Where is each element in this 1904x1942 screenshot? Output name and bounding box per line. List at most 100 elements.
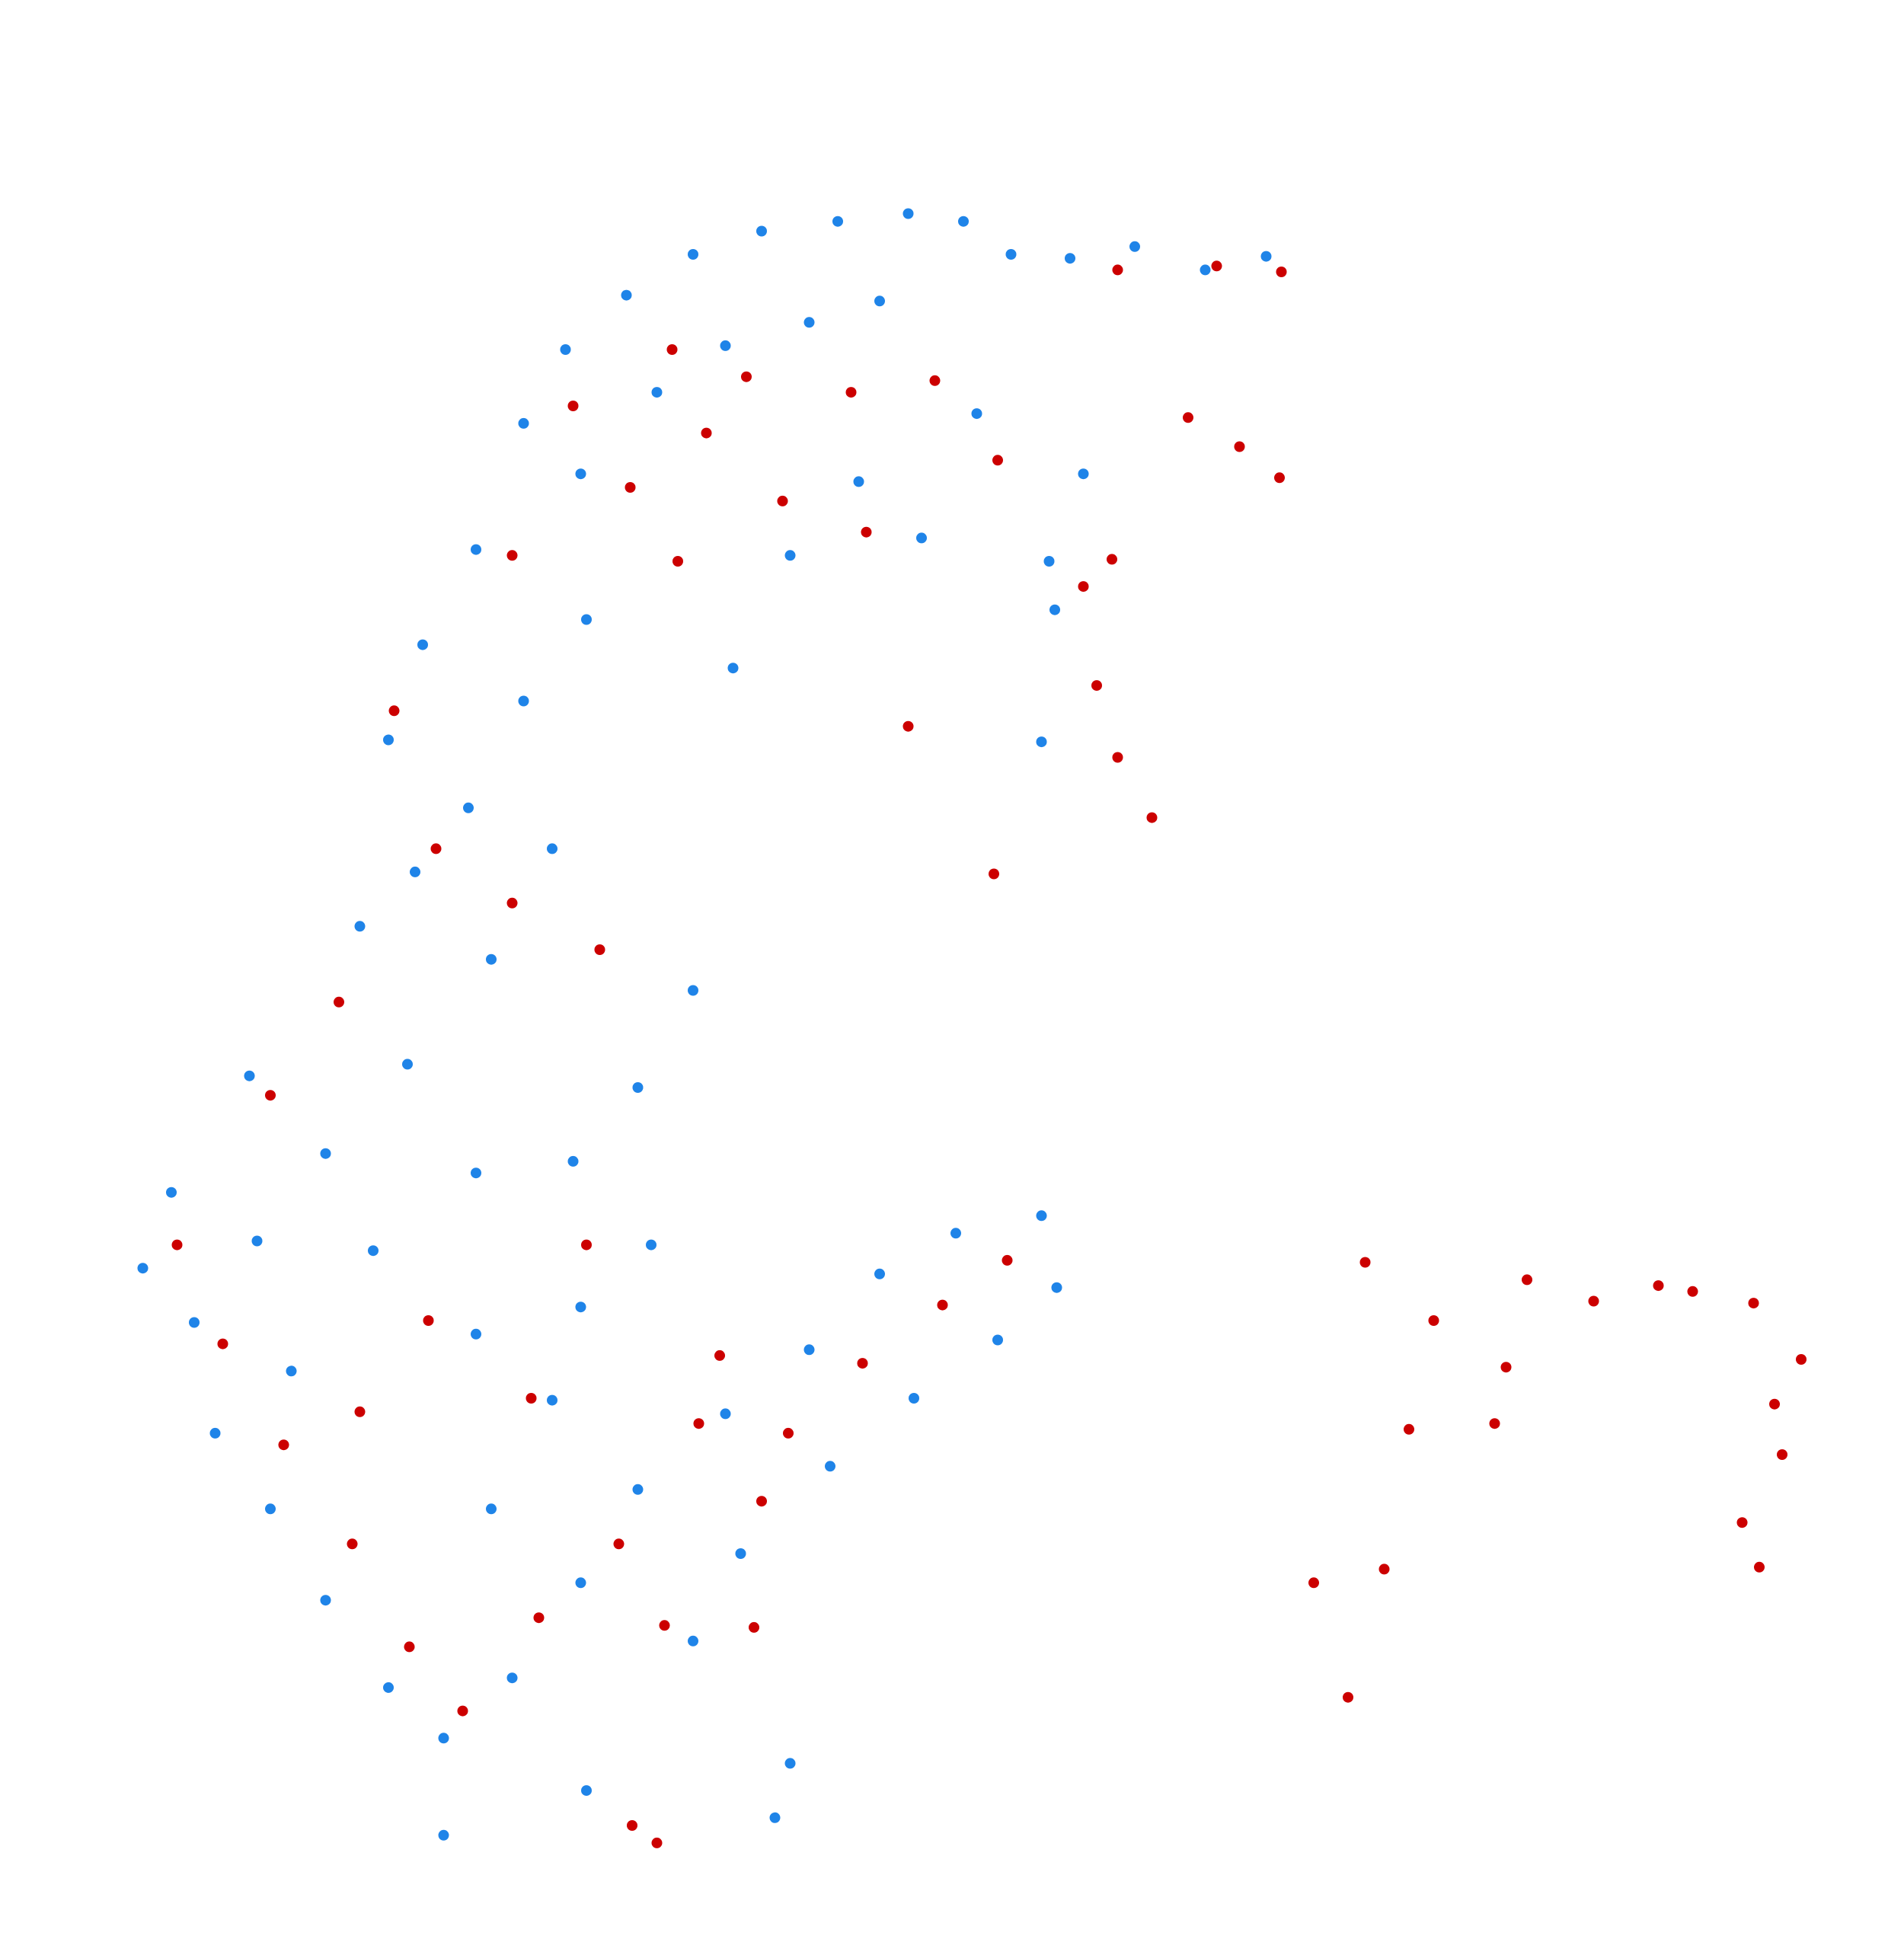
scatter-point-s0-24 bbox=[244, 1070, 255, 1081]
scatter-point-s1-28 bbox=[594, 944, 605, 955]
scatter-point-s1-67 bbox=[1736, 1517, 1748, 1528]
scatter-point-s1-56 bbox=[1500, 1362, 1512, 1373]
scatter-point-s0-64 bbox=[1129, 241, 1140, 252]
scatter-point-s1-14 bbox=[1276, 267, 1287, 277]
scatter-point-s0-27 bbox=[189, 1317, 200, 1328]
scatter-point-s0-4 bbox=[688, 249, 698, 260]
scatter-point-s0-38 bbox=[575, 1577, 586, 1589]
scatter-point-s1-0 bbox=[506, 550, 518, 561]
scatter-point-s0-65 bbox=[1200, 264, 1211, 276]
scatter-point-s0-18 bbox=[518, 695, 529, 707]
scatter-point-s0-54 bbox=[803, 1344, 815, 1356]
scatter-point-s0-75 bbox=[368, 1245, 379, 1257]
scatter-point-s1-20 bbox=[1091, 680, 1102, 692]
scatter-point-s0-73 bbox=[567, 1155, 579, 1167]
scatter-point-s0-53 bbox=[720, 1408, 731, 1420]
scatter-point-s1-8 bbox=[672, 556, 683, 567]
scatter-point-s1-61 bbox=[1343, 1691, 1353, 1703]
scatter-point-s1-63 bbox=[1748, 1298, 1759, 1309]
scatter-point-s1-71 bbox=[1754, 1561, 1765, 1573]
scatter-point-s1-47 bbox=[581, 1239, 592, 1250]
scatter-point-s0-33 bbox=[265, 1503, 276, 1515]
scatter-point-s0-44 bbox=[909, 1393, 919, 1404]
scatter-point-s0-13 bbox=[803, 317, 815, 328]
scatter-point-s1-12 bbox=[1112, 264, 1123, 276]
scatter-point-s0-11 bbox=[651, 387, 663, 398]
scatter-point-s0-57 bbox=[1036, 1210, 1047, 1222]
scatter-point-s1-19 bbox=[1078, 581, 1089, 593]
scatter-point-s1-29 bbox=[334, 996, 344, 1008]
scatter-point-s0-34 bbox=[320, 1595, 331, 1606]
scatter-point-s0-28 bbox=[251, 1235, 263, 1247]
scatter-point-s1-1 bbox=[567, 401, 579, 411]
scatter-point-s0-61 bbox=[916, 532, 927, 544]
scatter-point-s0-23 bbox=[547, 843, 557, 854]
scatter-point-s0-69 bbox=[1036, 736, 1047, 748]
scatter-point-s1-21 bbox=[1112, 752, 1123, 763]
scatter-point-s0-22 bbox=[486, 953, 497, 965]
scatter-point-s0-5 bbox=[756, 225, 767, 237]
scatter-point-s1-58 bbox=[1404, 1423, 1414, 1435]
scatter-point-s0-8 bbox=[958, 216, 969, 227]
scatter-point-s1-39 bbox=[659, 1620, 670, 1631]
scatter-point-s1-42 bbox=[857, 1358, 868, 1369]
scatter-point-s0-19 bbox=[581, 614, 592, 625]
scatter-point-s0-76 bbox=[486, 1503, 497, 1515]
scatter-point-s1-2 bbox=[666, 344, 678, 355]
scatter-point-s0-12 bbox=[720, 340, 731, 351]
scatter-point-s0-68 bbox=[1043, 556, 1055, 567]
scatter-point-s0-43 bbox=[825, 1461, 835, 1472]
scatter-point-s1-7 bbox=[929, 375, 941, 386]
scatter-point-s0-2 bbox=[560, 344, 571, 355]
scatter-point-s1-53 bbox=[651, 1837, 663, 1848]
scatter-point-s1-33 bbox=[278, 1439, 289, 1451]
scatter-point-s1-10 bbox=[861, 526, 872, 538]
scatter-point-s1-48 bbox=[526, 1393, 537, 1404]
scatter-point-s1-65 bbox=[1769, 1398, 1780, 1410]
scatter-point-s0-56 bbox=[950, 1228, 961, 1239]
scatter-point-s0-63 bbox=[1065, 253, 1075, 264]
scatter-point-s1-45 bbox=[714, 1349, 725, 1361]
scatter-point-s1-50 bbox=[354, 1406, 366, 1417]
scatter-point-s0-16 bbox=[417, 639, 428, 650]
scatter-point-s1-13 bbox=[1211, 260, 1222, 272]
scatter-point-s0-47 bbox=[438, 1829, 449, 1841]
scatter-point-s1-62 bbox=[1687, 1286, 1698, 1297]
scatter-point-s0-50 bbox=[575, 1302, 586, 1313]
scatter-point-s1-54 bbox=[1359, 1257, 1371, 1268]
scatter-point-s0-9 bbox=[1005, 249, 1017, 260]
scatter-point-s1-41 bbox=[783, 1427, 794, 1439]
scatter-point-s0-20 bbox=[354, 921, 366, 932]
scatter-point-s0-77 bbox=[581, 1785, 592, 1797]
scatter-point-s0-21 bbox=[410, 866, 420, 877]
scatter-point-s1-34 bbox=[347, 1538, 358, 1550]
scatter-point-s1-24 bbox=[989, 868, 999, 880]
scatter-point-s1-44 bbox=[1002, 1254, 1013, 1266]
scatter-point-s0-45 bbox=[992, 1334, 1003, 1346]
scatter-point-s1-25 bbox=[388, 705, 400, 717]
scatter-point-s0-1 bbox=[518, 417, 529, 429]
scatter-point-s1-36 bbox=[457, 1705, 468, 1717]
scatter-point-s1-22 bbox=[1146, 812, 1158, 823]
scatter-point-s1-30 bbox=[265, 1090, 276, 1101]
scatter-point-s0-14 bbox=[874, 295, 885, 307]
scatter-point-s0-10 bbox=[575, 468, 586, 480]
scatter-point-s0-59 bbox=[784, 550, 796, 561]
scatter-point-s0-15 bbox=[383, 734, 394, 746]
scatter-point-s0-17 bbox=[463, 802, 474, 813]
scatter-point-s0-35 bbox=[383, 1682, 394, 1693]
scatter-point-s1-5 bbox=[701, 427, 712, 439]
scatter-point-s1-27 bbox=[506, 897, 518, 909]
scatter-point-s0-72 bbox=[632, 1082, 644, 1093]
scatter-point-s0-60 bbox=[853, 476, 864, 487]
scatter-point-s1-16 bbox=[1234, 441, 1245, 452]
scatter-point-s0-30 bbox=[402, 1059, 413, 1070]
scatter-point-s1-70 bbox=[1522, 1274, 1532, 1286]
scatter-point-s1-52 bbox=[627, 1820, 637, 1831]
scatter-point-s0-6 bbox=[832, 216, 843, 227]
scatter-point-s1-64 bbox=[1796, 1354, 1807, 1365]
scatter-point-s1-18 bbox=[1107, 554, 1117, 565]
scatter-point-s0-41 bbox=[688, 1635, 698, 1647]
scatter-point-s1-32 bbox=[217, 1338, 228, 1349]
scatter-point-s0-62 bbox=[971, 408, 982, 420]
